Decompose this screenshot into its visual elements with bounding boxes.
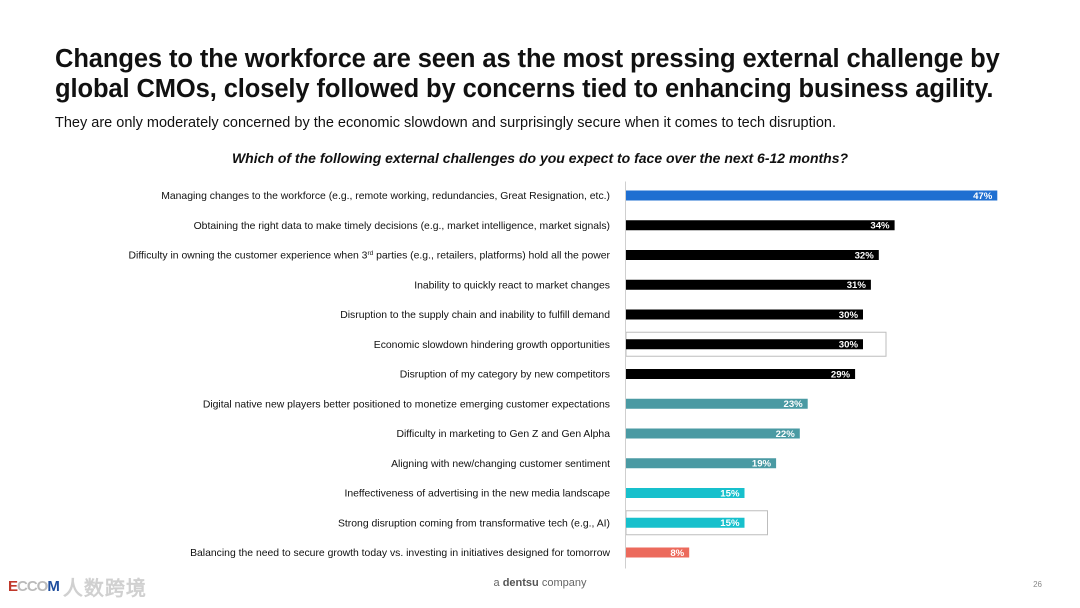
value-label-8: 22% (776, 429, 796, 440)
watermark-text: 人数跨境 (62, 576, 147, 600)
bar-7 (626, 398, 808, 409)
category-label-2: Difficulty in owning the customer experi… (129, 250, 611, 262)
value-label-3: 31% (847, 280, 867, 291)
bar-10 (626, 488, 745, 498)
value-label-4: 30% (839, 310, 859, 321)
category-label-6: Disruption of my category by new competi… (400, 370, 610, 381)
page-number: 26 (1033, 580, 1042, 589)
value-label-6: 29% (831, 369, 851, 380)
slide-title: Changes to the workforce are seen as the… (55, 45, 1000, 103)
category-label-4: Disruption to the supply chain and inabi… (340, 310, 610, 321)
bar-5 (626, 339, 863, 350)
category-label-0: Managing changes to the workforce (e.g.,… (161, 191, 610, 202)
footer-suffix: company (538, 577, 587, 589)
footer-brand-name: dentsu (502, 577, 539, 589)
footer-brand: a dentsu company (0, 577, 1080, 589)
bar-2 (626, 250, 879, 260)
bar-11 (626, 517, 745, 528)
chart-title: Which of the following external challeng… (231, 150, 849, 166)
slide-subtitle: They are only moderately concerned by th… (55, 115, 836, 131)
value-label-10: 15% (720, 488, 740, 499)
value-label-1: 34% (870, 221, 890, 232)
category-label-3: Inability to quickly react to market cha… (414, 280, 610, 291)
value-label-5: 30% (839, 340, 859, 351)
category-label-1: Obtaining the right data to make timely … (194, 221, 610, 232)
bar-3 (626, 279, 871, 290)
value-label-7: 23% (783, 399, 803, 410)
bar-4 (626, 309, 863, 320)
bar-6 (626, 369, 856, 379)
category-label-9: Aligning with new/changing customer sent… (391, 459, 610, 470)
watermark-logo: ECCOM (8, 578, 60, 595)
value-label-2: 32% (855, 250, 875, 261)
category-label-8: Difficulty in marketing to Gen Z and Gen… (396, 429, 610, 440)
watermark: ECCOM 人数跨境 (8, 572, 147, 601)
value-label-12: 8% (670, 548, 684, 559)
value-label-11: 15% (720, 518, 740, 529)
category-label-12: Balancing the need to secure growth toda… (190, 548, 610, 559)
value-label-9: 19% (752, 459, 772, 470)
category-label-5: Economic slowdown hindering growth oppor… (374, 340, 610, 351)
value-label-0: 47% (973, 191, 993, 202)
bar-9 (626, 458, 777, 469)
bar-12 (626, 547, 690, 558)
category-label-10: Ineffectiveness of advertising in the ne… (344, 489, 610, 500)
category-label-7: Digital native new players better positi… (203, 399, 610, 410)
footer-prefix: a (493, 577, 503, 589)
bar-0 (626, 190, 998, 201)
category-label-11: Strong disruption coming from transforma… (338, 518, 610, 529)
bar-1 (626, 220, 895, 231)
bar-8 (626, 428, 800, 439)
